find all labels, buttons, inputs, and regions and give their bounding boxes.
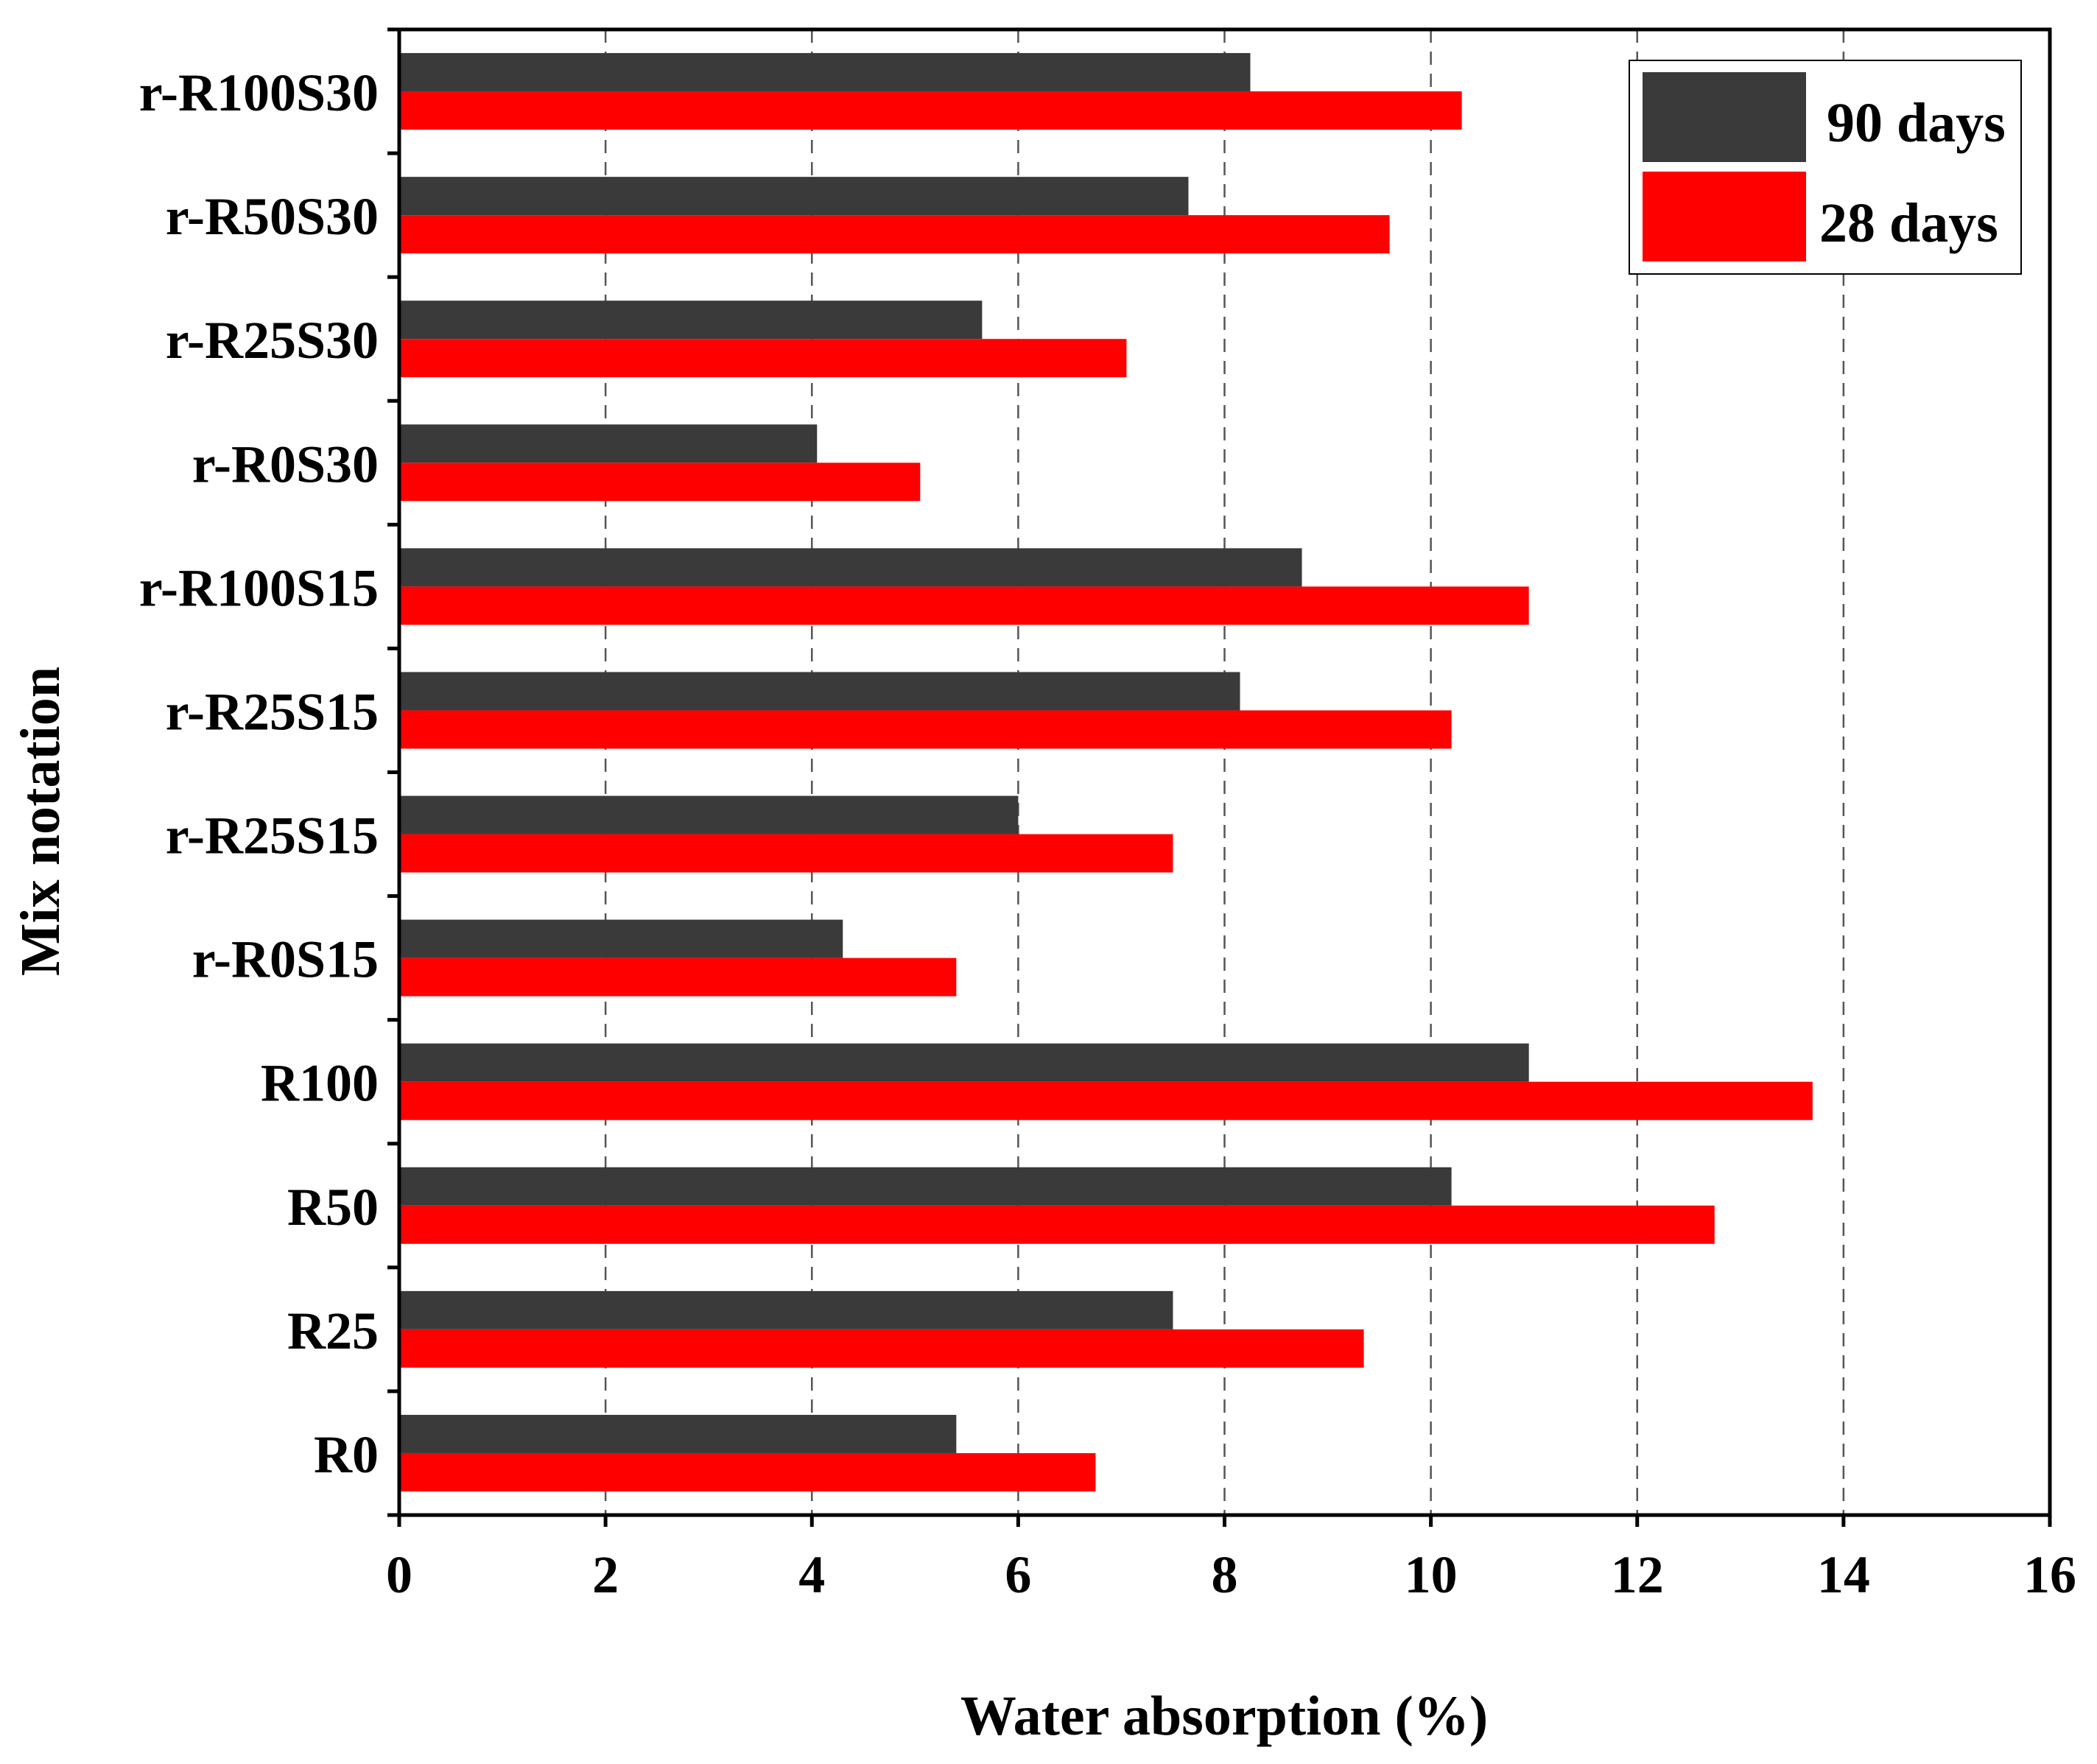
bar-90-days-r-r25s30-9 [399, 301, 983, 340]
bar-90-days-r0-0 [399, 1414, 957, 1453]
y-tick-label-r50-2: R50 [287, 1178, 379, 1237]
x-tick-label-6: 6 [1005, 1545, 1031, 1604]
bar-90-days-r-r100s15-7 [399, 548, 1302, 587]
bar-28-days-r-r25s15-6 [399, 710, 1452, 749]
y-tick-label-r100-3: R100 [261, 1054, 379, 1113]
x-tick-label-16: 16 [2023, 1545, 2076, 1604]
bar-90-days-r-r0s30-8 [399, 424, 818, 463]
bar-90-days-r100-3 [399, 1043, 1529, 1082]
bar-90-days-r-r25s15-5 [399, 795, 1019, 834]
x-tick-label-4: 4 [798, 1545, 825, 1604]
x-tick-label-2: 2 [592, 1545, 619, 1604]
y-axis-title: Mix notation [10, 667, 71, 976]
y-tick-label-r-r0s30-8: r-R0S30 [192, 435, 379, 493]
bar-90-days-r25-1 [399, 1290, 1173, 1329]
legend: 90 days 28 days [1629, 60, 2022, 275]
bar-28-days-r-r0s30-8 [399, 463, 921, 502]
bar-28-days-r-r100s30-11 [399, 91, 1462, 130]
y-tick-label-r-r100s30-11: r-R100S30 [139, 63, 379, 122]
bar-28-days-r100-3 [399, 1081, 1813, 1120]
bar-28-days-r-r100s15-7 [399, 586, 1529, 625]
y-tick-label-r-r25s15-6: r-R25S15 [166, 682, 379, 741]
x-tick-labels: 0 2 4 6 8 10 12 14 16 [386, 1545, 2076, 1604]
x-tick-label-12: 12 [1611, 1545, 1664, 1604]
bar-28-days-r0-0 [399, 1452, 1096, 1491]
bar-90-days-r50-2 [399, 1167, 1452, 1206]
bar-90-days-r-r25s15-6 [399, 672, 1240, 711]
legend-swatch-28-days [1643, 172, 1806, 261]
y-tick-label-r-r0s15-4: r-R0S15 [192, 930, 379, 989]
legend-label-90-days: 90 days [1827, 92, 2006, 154]
bar-28-days-r-r50s30-10 [399, 215, 1390, 254]
legend-label-28-days: 28 days [1819, 192, 1998, 254]
x-axis-title: Water absorption (%) [960, 1685, 1488, 1747]
bars [399, 53, 1813, 1491]
x-tick-label-10: 10 [1405, 1545, 1458, 1604]
y-tick-label-r-r50s30-10: r-R50S30 [166, 187, 379, 246]
y-tick-label-r-r100s15-7: r-R100S15 [139, 558, 379, 617]
x-tick-label-14: 14 [1817, 1545, 1870, 1604]
x-tick-label-0: 0 [386, 1545, 412, 1604]
bar-28-days-r-r25s30-9 [399, 339, 1127, 378]
y-tick-labels: R0 R25 R50 R100 r-R0S15 r-R25S15 r-R25S15 r-R10… [139, 63, 379, 1484]
bar-28-days-r-r25s15-5 [399, 834, 1173, 873]
bar-90-days-r-r50s30-10 [399, 177, 1189, 216]
legend-swatch-90-days [1643, 72, 1806, 162]
bar-28-days-r25-1 [399, 1329, 1364, 1368]
grid-lines [604, 29, 1845, 1515]
y-tick-label-r-r25s15-5: r-R25S15 [166, 807, 379, 865]
y-tick-label-r0-0: R0 [314, 1425, 379, 1484]
y-tick-label-r-r25s30-9: r-R25S30 [166, 311, 379, 370]
bar-90-days-r-r100s30-11 [399, 53, 1251, 92]
axis-ticks [387, 27, 2052, 1527]
bar-28-days-r50-2 [399, 1205, 1715, 1244]
bar-90-days-r-r0s15-4 [399, 919, 843, 958]
y-tick-label-r25-1: R25 [287, 1301, 379, 1360]
bar-28-days-r-r0s15-4 [399, 957, 957, 997]
x-tick-label-8: 8 [1212, 1545, 1238, 1604]
